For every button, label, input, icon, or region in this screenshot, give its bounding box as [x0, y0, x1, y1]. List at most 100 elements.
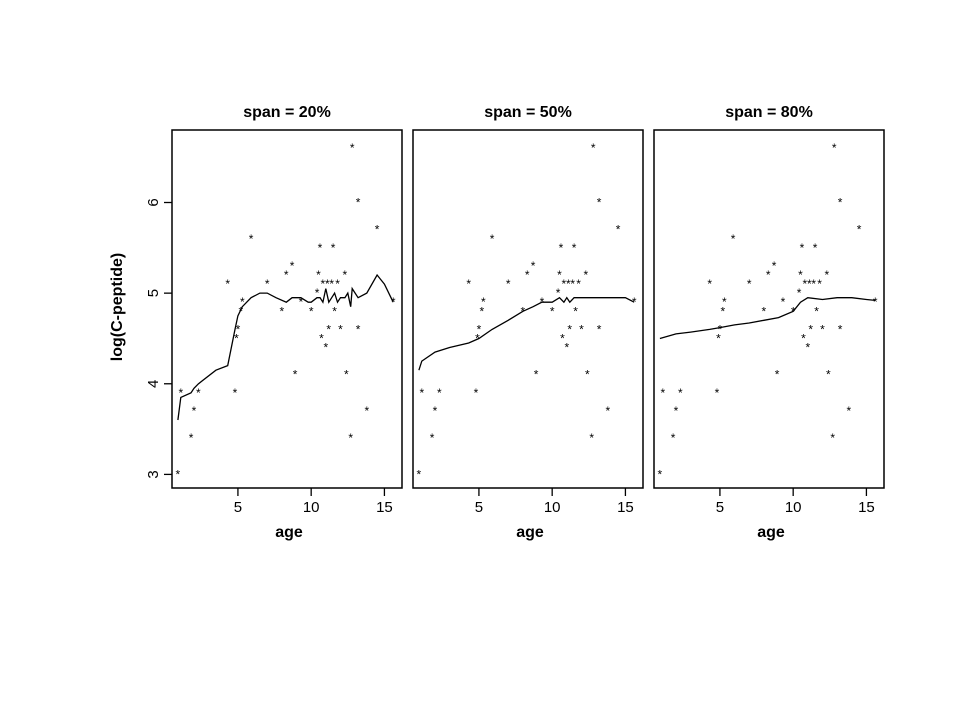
x-axis-label: age: [275, 524, 303, 541]
x-tick-label: 5: [234, 499, 242, 516]
data-point: *: [585, 368, 590, 382]
data-point: *: [814, 304, 819, 318]
y-axis-label: log(C-peptide): [109, 253, 126, 361]
data-point: *: [826, 368, 831, 382]
data-point: *: [803, 277, 808, 291]
data-point: *: [356, 322, 361, 336]
data-point: *: [525, 268, 530, 282]
data-point: *: [284, 268, 289, 282]
x-tick-label: 15: [858, 499, 875, 516]
panel-title: span = 50%: [484, 104, 572, 121]
data-point: *: [176, 467, 181, 481]
data-point: *: [321, 277, 326, 291]
data-point: *: [236, 322, 241, 336]
data-point: *: [573, 304, 578, 318]
data-point: *: [356, 196, 361, 210]
panel-span-50: span = 50%5 10 15age**********************…: [412, 104, 644, 541]
y-tick-label: 6: [145, 198, 162, 206]
panel-frame: [171, 129, 403, 489]
data-point: *: [781, 295, 786, 309]
data-point: *: [660, 386, 665, 400]
data-point: *: [797, 286, 802, 300]
data-point: *: [597, 322, 602, 336]
data-point: *: [678, 386, 683, 400]
data-point: *: [299, 295, 304, 309]
data-point: *: [798, 268, 803, 282]
data-point: *: [506, 277, 511, 291]
data-point: *: [579, 322, 584, 336]
data-point: *: [557, 268, 562, 282]
y-tick-label: 3: [145, 470, 162, 478]
data-point: *: [556, 286, 561, 300]
data-point: *: [772, 259, 777, 273]
data-point: *: [433, 404, 438, 418]
smooth-line: [659, 297, 876, 340]
x-axis-label: age: [757, 524, 785, 541]
x-tick-label: 15: [376, 499, 393, 516]
panel-span-20: span = 20%5 10 15age3456******************…: [145, 104, 403, 541]
smooth-line: [177, 273, 394, 421]
data-point: *: [566, 277, 571, 291]
data-point: *: [564, 341, 569, 355]
data-point: *: [225, 277, 230, 291]
data-point: *: [570, 277, 575, 291]
data-point: *: [293, 368, 298, 382]
data-point: *: [747, 277, 752, 291]
data-point: *: [707, 277, 712, 291]
data-point: *: [857, 223, 862, 237]
data-point: *: [531, 259, 536, 273]
data-point: *: [309, 304, 314, 318]
data-point: *: [239, 304, 244, 318]
data-point: *: [481, 295, 486, 309]
data-point: *: [560, 331, 565, 345]
data-point: *: [830, 431, 835, 445]
data-point: *: [335, 277, 340, 291]
data-point: *: [233, 386, 238, 400]
data-point: *: [825, 268, 830, 282]
data-point: *: [189, 431, 194, 445]
data-point: *: [671, 431, 676, 445]
data-point: *: [550, 304, 555, 318]
data-point: *: [562, 277, 567, 291]
x-tick-label: 5: [475, 499, 483, 516]
data-point: *: [490, 232, 495, 246]
x-tick-label: 5: [716, 499, 724, 516]
data-point: *: [280, 304, 285, 318]
data-point: *: [632, 295, 637, 309]
data-point: *: [417, 467, 422, 481]
data-point: *: [721, 304, 726, 318]
y-tick-label: 5: [145, 289, 162, 297]
data-point: *: [873, 295, 878, 309]
panel-title: span = 20%: [243, 104, 331, 121]
data-point: *: [178, 386, 183, 400]
data-point: *: [332, 304, 337, 318]
data-point: *: [832, 141, 837, 155]
panel-frame: [653, 129, 885, 489]
data-point: *: [480, 304, 485, 318]
data-point: *: [477, 322, 482, 336]
data-point: *: [722, 295, 727, 309]
data-point: *: [325, 277, 330, 291]
data-point: *: [466, 277, 471, 291]
data-point: *: [318, 241, 323, 255]
data-point: *: [766, 268, 771, 282]
data-point: *: [265, 277, 270, 291]
data-point: *: [731, 232, 736, 246]
data-point: *: [718, 322, 723, 336]
data-point: *: [762, 304, 767, 318]
data-point: *: [559, 241, 564, 255]
data-point: *: [800, 241, 805, 255]
data-point: *: [348, 431, 353, 445]
data-point: *: [805, 341, 810, 355]
data-point: *: [807, 277, 812, 291]
x-tick-label: 10: [544, 499, 561, 516]
data-point: *: [319, 331, 324, 345]
x-tick-label: 10: [785, 499, 802, 516]
data-point: *: [350, 141, 355, 155]
data-point: *: [838, 322, 843, 336]
x-tick-label: 15: [617, 499, 634, 516]
data-point: *: [419, 386, 424, 400]
x-tick-label: 10: [303, 499, 320, 516]
data-point: *: [290, 259, 295, 273]
